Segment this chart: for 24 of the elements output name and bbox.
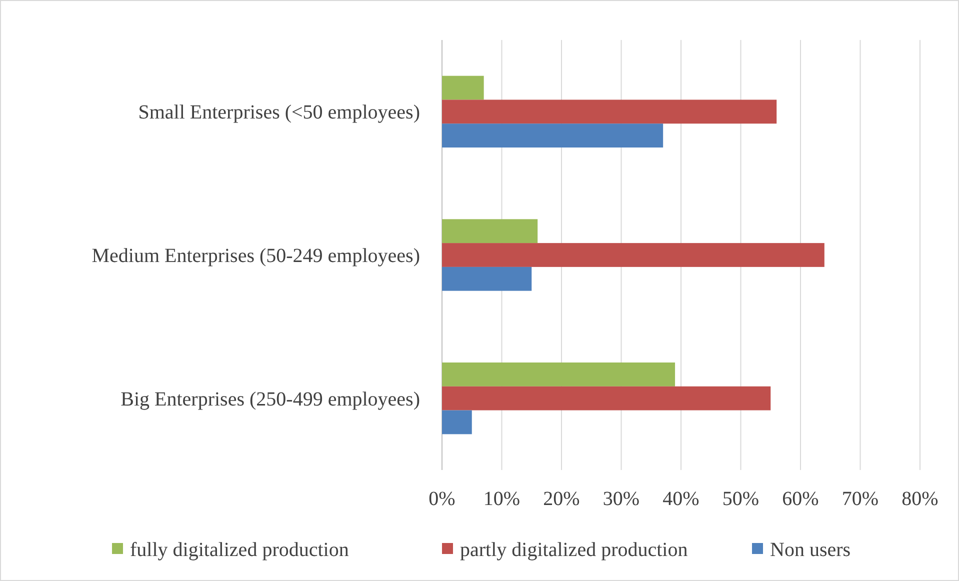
legend-label: Non users <box>770 539 851 561</box>
x-tick-label: 30% <box>602 488 640 510</box>
bar <box>442 386 771 410</box>
legend-label: fully digitalized production <box>130 539 349 561</box>
x-tick-label: 10% <box>483 488 520 510</box>
y-tick-label: Small Enterprises (<50 employees) <box>138 102 420 124</box>
bar <box>442 76 484 100</box>
y-tick-label: Big Enterprises (250-499 employees) <box>120 388 420 410</box>
bar <box>442 362 676 386</box>
y-tick-label: Medium Enterprises (50-249 employees) <box>92 245 420 267</box>
x-tick-label: 70% <box>842 488 879 510</box>
bar <box>442 266 532 291</box>
legend-label: partly digitalized production <box>460 539 688 561</box>
bar <box>442 243 824 267</box>
x-tick-label: 20% <box>543 488 580 510</box>
x-tick-label: 50% <box>722 488 760 510</box>
bar <box>442 410 472 434</box>
x-tick-label: 60% <box>782 488 819 510</box>
x-tick-label: 0% <box>428 488 456 510</box>
x-tick-label: 40% <box>662 488 700 510</box>
bar <box>442 100 777 124</box>
x-tick-label: 80% <box>902 488 938 510</box>
bar <box>442 124 664 148</box>
bar <box>442 219 538 244</box>
